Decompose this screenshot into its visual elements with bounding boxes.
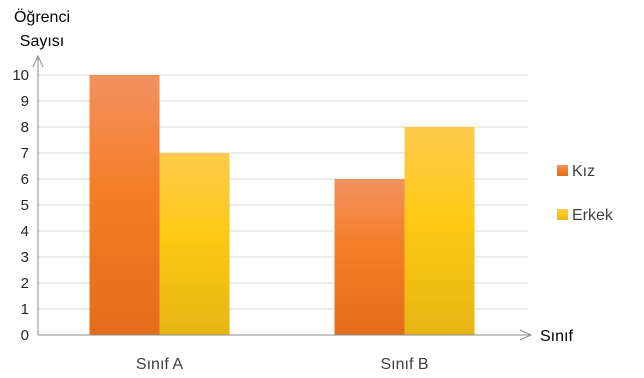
- axes: [32, 54, 533, 341]
- x-tick-labels: Sınıf A Sınıf B: [136, 356, 429, 373]
- y-tick-label: 1: [21, 301, 29, 318]
- y-axis-title-line1: Öğrenci: [14, 8, 70, 26]
- bar-erkek-sinif-a: [159, 153, 230, 335]
- y-axis-title-line2: Sayısı: [20, 33, 64, 50]
- x-axis-title: Sınıf: [540, 328, 573, 345]
- legend-swatch-erkek: [557, 209, 568, 220]
- y-tick-label: 4: [21, 223, 29, 240]
- legend-swatch-kiz: [557, 165, 568, 176]
- legend-label-erkek: Erkek: [572, 207, 614, 224]
- x-axis-arrow: [519, 329, 533, 341]
- bar-erkek-sinif-b: [404, 127, 475, 335]
- y-tick-label: 2: [21, 275, 29, 292]
- x-tick-label: Sınıf B: [380, 356, 428, 373]
- y-tick-labels: 0 1 2 3 4 5 6 7 8 9 10: [12, 67, 29, 344]
- y-tick-label: 8: [21, 119, 29, 136]
- y-tick-label: 5: [21, 197, 29, 214]
- legend-label-kiz: Kız: [572, 163, 595, 180]
- y-tick-label: 10: [12, 67, 29, 84]
- y-tick-label: 9: [21, 93, 29, 110]
- bars: [89, 75, 475, 335]
- y-tick-label: 0: [21, 327, 29, 344]
- y-axis-arrow: [32, 54, 44, 68]
- legend: Kız Erkek: [557, 163, 614, 224]
- bar-kiz-sinif-a: [89, 75, 160, 335]
- y-tick-label: 6: [21, 171, 29, 188]
- bar-kiz-sinif-b: [334, 179, 405, 335]
- x-tick-label: Sınıf A: [136, 356, 183, 373]
- y-tick-label: 7: [21, 145, 29, 162]
- y-tick-label: 3: [21, 249, 29, 266]
